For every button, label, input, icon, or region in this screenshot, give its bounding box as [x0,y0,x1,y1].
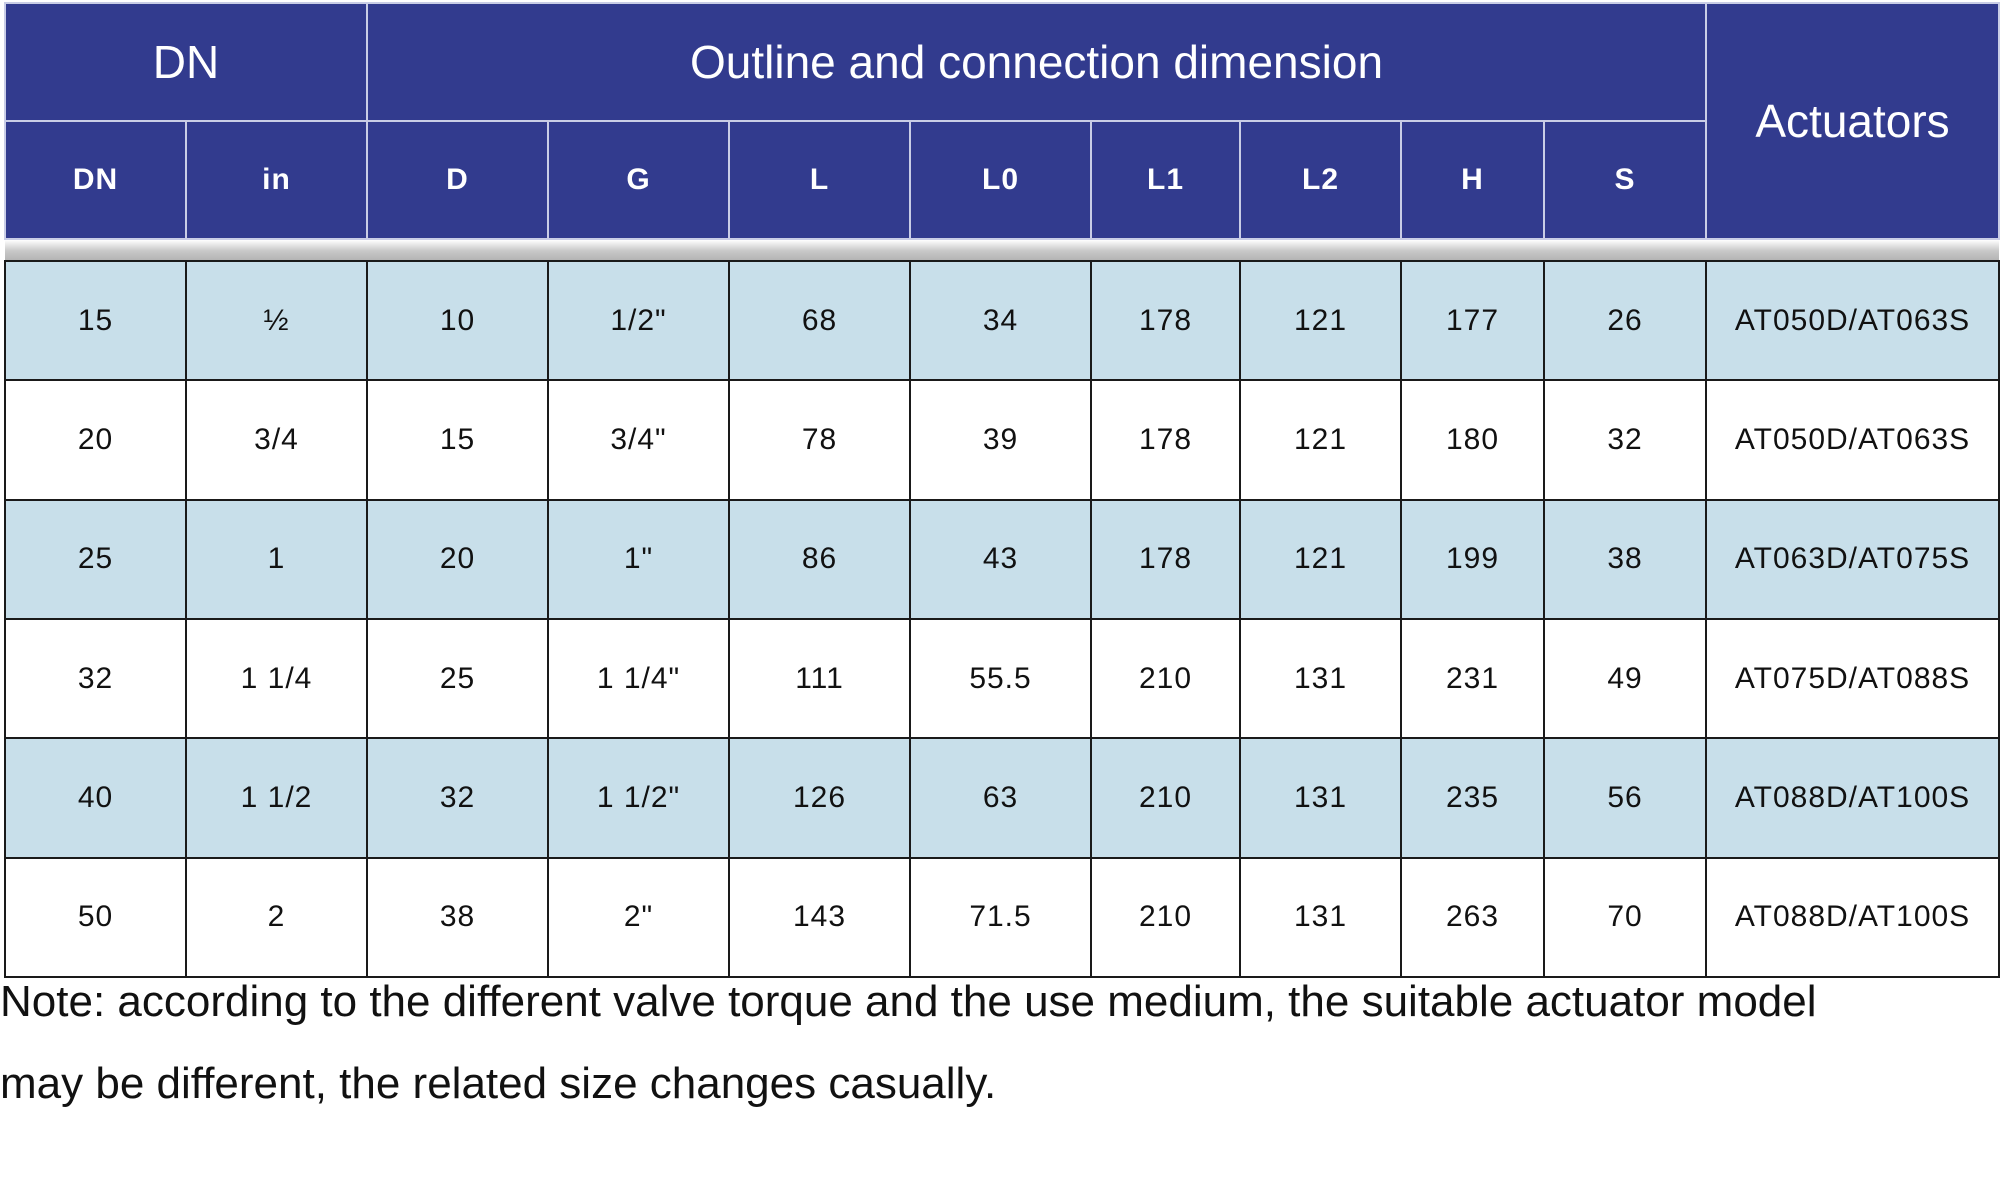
cell-dn: 25 [4,498,187,620]
cell-l2: 121 [1239,260,1403,382]
header-col-g: G [547,120,731,240]
cell-in: 1 1/2 [184,737,369,859]
table-row: 32 1 1/4 25 1 1/4" 111 55.5 210 131 231 49 AT075D/… [4,617,2000,740]
cell-l1: 178 [1090,498,1242,620]
cell-l1: 210 [1090,617,1242,740]
cell-l1: 178 [1090,260,1242,382]
cell-h: 231 [1400,617,1546,740]
cell-l1: 210 [1090,737,1242,859]
header-col-dn: DN [4,120,187,240]
cell-l: 143 [728,856,912,979]
cell-d: 15 [366,379,550,501]
cell-l1: 178 [1090,379,1242,501]
cell-dn: 32 [4,617,187,740]
cell-in: 1 [184,498,369,620]
cell-h: 180 [1400,379,1546,501]
cell-l: 78 [728,379,912,501]
cell-l0: 39 [909,379,1093,501]
cell-d: 10 [366,260,550,382]
cell-l0: 34 [909,260,1093,382]
cell-d: 20 [366,498,550,620]
cell-l0: 55.5 [909,617,1093,740]
cell-l1: 210 [1090,856,1242,979]
cell-in: 3/4 [184,379,369,501]
cell-h: 199 [1400,498,1546,620]
cell-l2: 131 [1239,856,1403,979]
table-row: 20 3/4 15 3/4" 78 39 178 121 180 32 AT050D/AT063S [4,379,2000,501]
note-text-line-2: may be different, the related size chang… [0,1059,997,1108]
table-row: 15 ½ 10 1/2" 68 34 178 121 177 26 AT050D/AT063S [4,260,2000,382]
cell-actuator: AT063D/AT075S [1705,498,2000,620]
header-col-s: S [1543,120,1708,240]
cell-actuator: AT050D/AT063S [1705,260,2000,382]
cell-s: 26 [1543,260,1708,382]
cell-in: ½ [184,260,369,382]
cell-actuator: AT088D/AT100S [1705,737,2000,859]
cell-dn: 20 [4,379,187,501]
header-group-outline: Outline and connection dimension [366,2,1708,122]
cell-h: 177 [1400,260,1546,382]
cell-g: 1 1/2" [547,737,731,859]
cell-s: 70 [1543,856,1708,979]
cell-l2: 131 [1239,737,1403,859]
cell-dn: 50 [4,856,187,979]
header-col-l2: L2 [1239,120,1403,240]
cell-l0: 71.5 [909,856,1093,979]
cell-dn: 40 [4,737,187,859]
cell-h: 235 [1400,737,1546,859]
cell-l2: 121 [1239,498,1403,620]
cell-h: 263 [1400,856,1546,979]
header-actuators: Actuators [1705,2,2000,240]
table-row: 50 2 38 2" 143 71.5 210 131 263 70 AT088D/AT100S [4,856,2000,979]
header-group-dn: DN [3,2,369,122]
cell-s: 38 [1543,498,1708,620]
cell-s: 32 [1543,379,1708,501]
table-header: DN Outline and connection dimension Actu… [3,2,2000,240]
note-text-line-1: Note: according to the different valve t… [0,977,1817,1026]
cell-d: 32 [366,737,550,859]
header-divider-bar [5,237,2000,263]
cell-l: 68 [728,260,912,382]
cell-s: 49 [1543,617,1708,740]
header-col-in: in [184,120,369,240]
cell-l: 111 [728,617,912,740]
table-row: 40 1 1/2 32 1 1/2" 126 63 210 131 235 56 AT088D/AT… [4,737,2000,859]
cell-l2: 131 [1239,617,1403,740]
header-col-l: L [728,120,912,240]
dimension-table: DN Outline and connection dimension Actu… [3,2,2000,979]
cell-l: 86 [728,498,912,620]
cell-d: 25 [366,617,550,740]
table-row: 25 1 20 1" 86 43 178 121 199 38 AT063D/AT075S [4,498,2000,620]
cell-l2: 121 [1239,379,1403,501]
cell-s: 56 [1543,737,1708,859]
cell-g: 3/4" [547,379,731,501]
cell-in: 1 1/4 [184,617,369,740]
cell-in: 2 [184,856,369,979]
cell-g: 1/2" [547,260,731,382]
table-body: 15 ½ 10 1/2" 68 34 178 121 177 26 AT050D/AT063S 20 3… [4,237,2000,979]
cell-l: 126 [728,737,912,859]
header-col-l1: L1 [1090,120,1242,240]
cell-d: 38 [366,856,550,979]
header-col-h: H [1400,120,1546,240]
cell-g: 1 1/4" [547,617,731,740]
header-divider [5,237,2000,263]
cell-actuator: AT075D/AT088S [1705,617,2000,740]
header-col-d: D [366,120,550,240]
cell-g: 2" [547,856,731,979]
cell-l0: 63 [909,737,1093,859]
cell-g: 1" [547,498,731,620]
cell-actuator: AT050D/AT063S [1705,379,2000,501]
cell-actuator: AT088D/AT100S [1705,856,2000,979]
header-col-l0: L0 [909,120,1093,240]
cell-l0: 43 [909,498,1093,620]
cell-dn: 15 [4,260,187,382]
